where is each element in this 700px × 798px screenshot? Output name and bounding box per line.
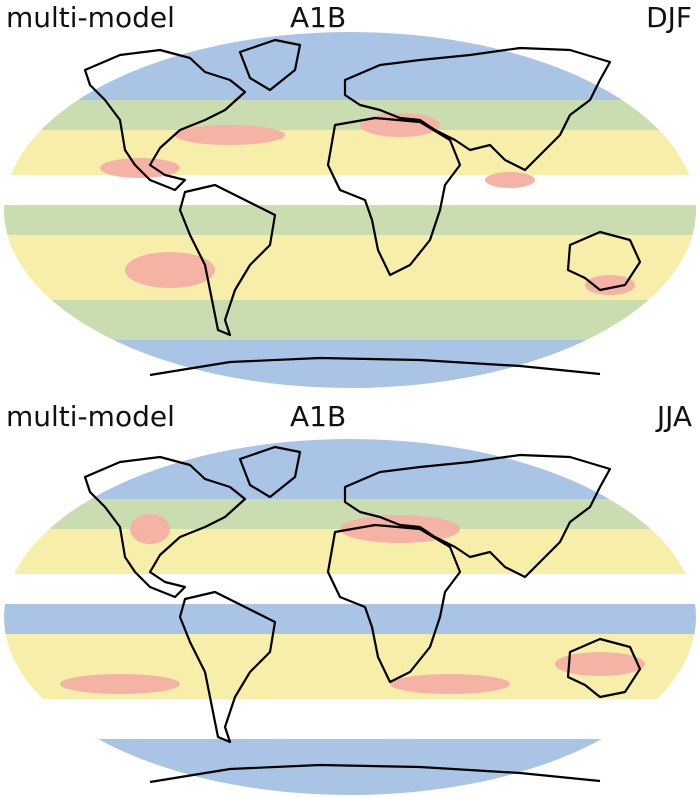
band-tropics	[4, 175, 696, 205]
patch-indian-ocean	[485, 172, 535, 188]
band-southern-ocean	[4, 739, 696, 795]
patch-atlantic	[175, 125, 285, 145]
band-tropics	[4, 574, 696, 604]
map-panel-jja: multi-model A1B JJA	[0, 399, 700, 798]
world-map-djf	[4, 32, 696, 388]
greenland-coast	[238, 38, 302, 92]
band-southern-mid	[4, 699, 696, 739]
patch-south-pacific	[125, 252, 215, 288]
eurasia-coast	[343, 453, 612, 579]
band-equatorial	[4, 205, 696, 235]
scenario-label: A1B	[290, 400, 347, 433]
south-america-coast	[178, 590, 277, 744]
patch-central-america	[100, 158, 180, 178]
antarctica-coast	[149, 356, 601, 377]
model-label: multi-model	[6, 400, 175, 433]
greenland-coast	[238, 445, 302, 499]
red-patches-djf	[100, 113, 635, 295]
scenario-label: A1B	[290, 1, 347, 34]
antarctica-coast	[149, 763, 601, 784]
coastlines-djf	[83, 38, 642, 377]
red-patches-jja	[60, 514, 645, 694]
map-panel-djf: multi-model A1B DJF	[4, 1, 696, 388]
africa-coast	[326, 116, 462, 277]
world-map-jja	[4, 439, 696, 795]
africa-coast	[326, 523, 462, 684]
band-subtropical-south	[4, 235, 696, 300]
south-america-coast	[178, 183, 277, 337]
north-america-coast	[83, 48, 247, 192]
patch-south-indian	[390, 674, 510, 694]
australia-coast	[566, 637, 642, 699]
model-label: multi-model	[6, 1, 175, 34]
band-northern-mid	[4, 100, 696, 130]
band-southern-mid	[4, 300, 696, 340]
precipitation-bands-djf	[4, 32, 696, 388]
australia-coast	[566, 230, 642, 292]
season-label: DJF	[646, 1, 692, 34]
eurasia-coast	[343, 46, 612, 172]
patch-north-america	[130, 514, 170, 544]
north-america-coast	[83, 455, 247, 599]
season-label: JJA	[656, 400, 692, 433]
patch-australia	[555, 652, 645, 676]
band-equatorial	[4, 604, 696, 634]
patch-south-pacific	[60, 674, 180, 694]
patch-tasman	[585, 275, 635, 295]
band-southern-ocean	[4, 340, 696, 388]
coastlines-jja	[83, 445, 642, 784]
